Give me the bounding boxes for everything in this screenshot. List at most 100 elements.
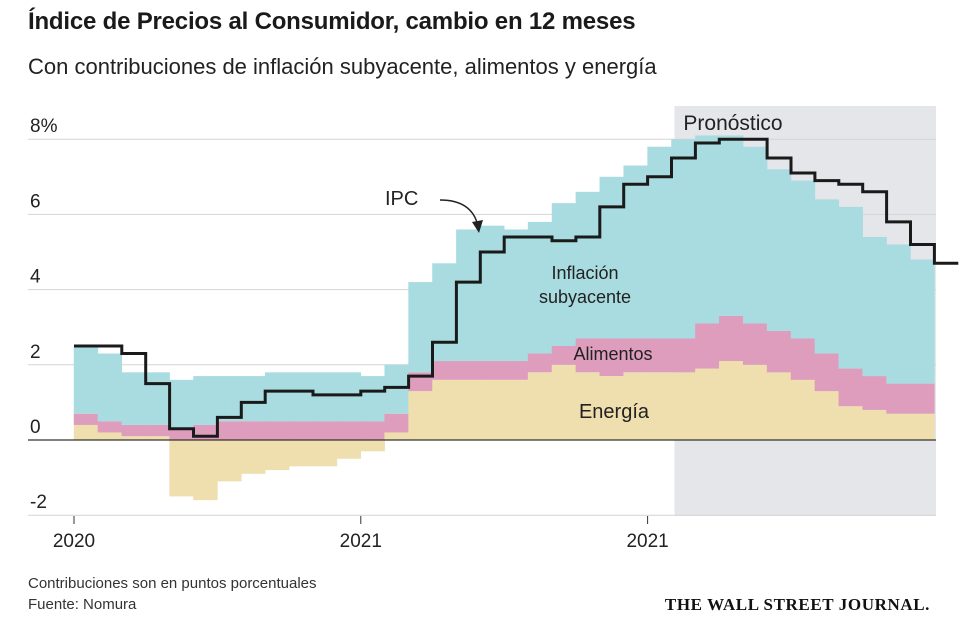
core-inflation-segment bbox=[671, 139, 696, 339]
energy-segment bbox=[599, 376, 624, 440]
food-segment bbox=[623, 338, 648, 373]
food-segment bbox=[384, 413, 409, 433]
food-segment bbox=[599, 338, 624, 377]
energy-segment bbox=[336, 440, 362, 459]
core-inflation-segment bbox=[886, 244, 911, 384]
core-inflation-segment bbox=[217, 376, 242, 422]
core-inflation-label-line1: Inflación bbox=[551, 263, 618, 283]
core-inflation-segment bbox=[695, 135, 720, 324]
energy-segment bbox=[647, 372, 672, 440]
energy-segment bbox=[169, 440, 194, 497]
y-tick-label: 8% bbox=[30, 116, 58, 137]
food-segment bbox=[862, 376, 887, 410]
energy-segment bbox=[719, 361, 744, 440]
y-tick-label: 4 bbox=[30, 267, 41, 288]
core-inflation-segment bbox=[766, 169, 792, 331]
food-segment bbox=[814, 353, 840, 392]
chart-title: Índice de Precios al Consumidor, cambio … bbox=[28, 8, 636, 35]
energy-segment bbox=[264, 440, 290, 471]
energy-segment bbox=[241, 440, 266, 474]
ipc-arrowhead-icon bbox=[472, 220, 483, 233]
food-label: Alimentos bbox=[573, 344, 652, 364]
food-segment bbox=[360, 421, 385, 440]
core-inflation-segment bbox=[503, 229, 529, 362]
energy-segment bbox=[527, 372, 553, 440]
y-tick-label: 6 bbox=[30, 191, 41, 212]
energy-segment bbox=[288, 440, 314, 467]
food-segment bbox=[503, 361, 529, 380]
core-inflation-segment bbox=[408, 282, 433, 373]
food-segment bbox=[121, 424, 146, 437]
footnote-units: Contribuciones son en puntos porcentuale… bbox=[28, 575, 317, 592]
food-segment bbox=[838, 368, 863, 407]
food-segment bbox=[217, 421, 242, 440]
core-inflation-segment bbox=[360, 376, 385, 422]
core-inflation-segment bbox=[838, 206, 863, 369]
energy-segment bbox=[575, 372, 601, 440]
energy-segment bbox=[97, 432, 123, 440]
food-segment bbox=[336, 421, 362, 440]
core-inflation-segment bbox=[790, 180, 816, 339]
food-segment bbox=[719, 315, 744, 362]
core-inflation-segment bbox=[647, 146, 672, 339]
food-segment bbox=[193, 424, 218, 440]
core-inflation-segment bbox=[384, 364, 409, 414]
food-segment bbox=[169, 428, 194, 440]
food-segment bbox=[910, 383, 935, 414]
energy-segment bbox=[503, 379, 529, 440]
energy-segment bbox=[121, 436, 146, 440]
energy-segment bbox=[312, 440, 338, 467]
energy-segment bbox=[551, 364, 577, 440]
energy-segment bbox=[408, 391, 433, 440]
food-segment bbox=[575, 338, 601, 373]
core-inflation-segment bbox=[623, 165, 648, 339]
energy-segment bbox=[480, 379, 505, 440]
food-segment bbox=[671, 338, 696, 373]
energy-segment bbox=[838, 406, 863, 440]
food-segment bbox=[264, 421, 290, 440]
food-segment bbox=[97, 421, 123, 433]
energy-segment bbox=[432, 379, 457, 440]
energy-segment bbox=[384, 432, 409, 440]
core-inflation-segment bbox=[432, 263, 457, 362]
food-segment bbox=[527, 353, 553, 373]
energy-segment bbox=[910, 413, 935, 440]
energy-segment bbox=[360, 440, 385, 452]
energy-label: Energía bbox=[579, 401, 650, 423]
core-inflation-segment bbox=[527, 221, 553, 354]
core-inflation-segment bbox=[241, 376, 266, 422]
energy-segment bbox=[623, 372, 648, 440]
food-segment bbox=[766, 330, 792, 373]
core-inflation-segment bbox=[145, 372, 170, 425]
core-inflation-segment bbox=[264, 372, 290, 422]
core-inflation-segment bbox=[73, 346, 99, 414]
core-inflation-segment bbox=[456, 229, 481, 362]
core-inflation-segment bbox=[121, 372, 146, 425]
energy-segment bbox=[790, 379, 816, 440]
ipc-label: IPC bbox=[385, 188, 418, 210]
energy-segment bbox=[862, 409, 887, 440]
y-tick-label: -2 bbox=[30, 492, 47, 513]
food-segment bbox=[456, 361, 481, 380]
energy-segment bbox=[73, 424, 99, 440]
core-inflation-segment bbox=[814, 199, 840, 354]
core-inflation-segment bbox=[193, 376, 218, 425]
food-segment bbox=[790, 338, 816, 380]
core-inflation-segment bbox=[551, 203, 577, 346]
core-inflation-segment bbox=[480, 225, 505, 362]
core-inflation-segment bbox=[719, 135, 744, 316]
chart-subtitle: Con contribuciones de inflación subyacen… bbox=[28, 54, 657, 79]
core-inflation-segment bbox=[288, 372, 314, 422]
food-segment bbox=[288, 421, 314, 440]
energy-segment bbox=[193, 440, 218, 501]
core-inflation-segment bbox=[575, 191, 601, 339]
core-inflation-segment bbox=[312, 372, 338, 422]
food-segment bbox=[551, 346, 577, 365]
core-inflation-segment bbox=[599, 176, 624, 339]
energy-segment bbox=[742, 364, 768, 440]
food-segment bbox=[241, 421, 266, 440]
core-inflation-segment bbox=[742, 146, 768, 324]
energy-segment bbox=[886, 413, 911, 440]
core-inflation-segment bbox=[336, 372, 362, 422]
